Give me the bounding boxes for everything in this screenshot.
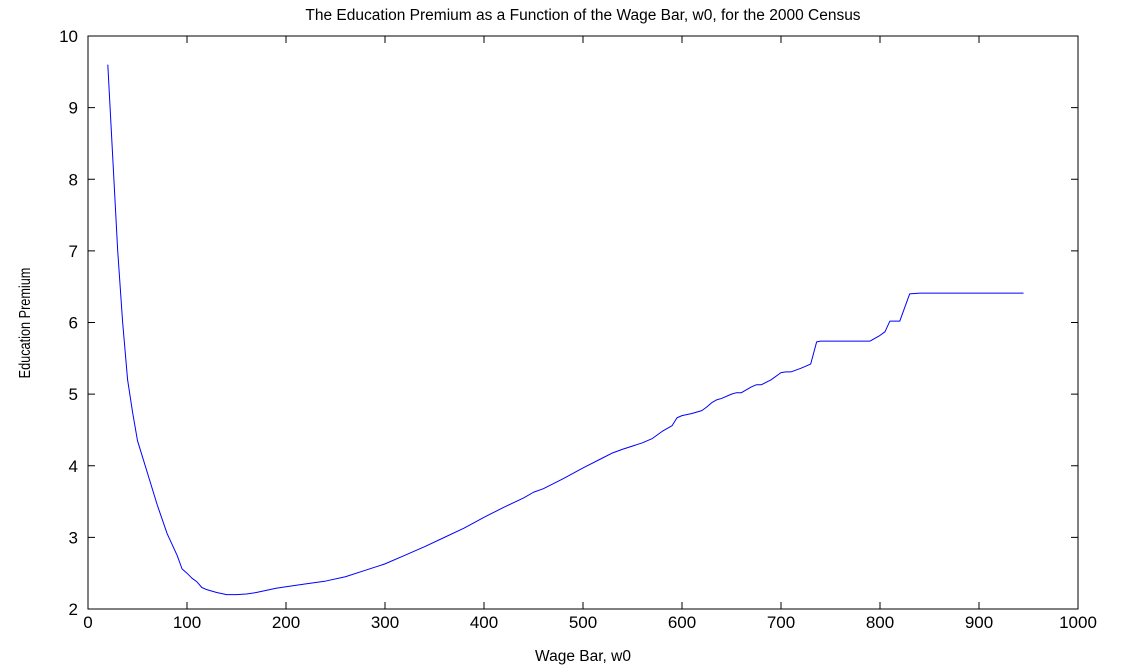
y-axis-label: Education Premium xyxy=(17,268,34,379)
y-tick-label: 6 xyxy=(69,314,78,333)
x-tick-label: 100 xyxy=(173,613,201,632)
series-line xyxy=(107,64,1024,596)
x-tick-label: 200 xyxy=(272,613,300,632)
y-tick-label: 5 xyxy=(69,385,78,404)
x-axis-label: Wage Bar, w0 xyxy=(535,648,631,665)
y-tick-label: 8 xyxy=(69,170,78,189)
axis-ticks: 0 100 200 300 400 500 600 700 800 900 1000 2 3 4 5 6 7 8 9… xyxy=(59,27,1097,632)
x-tick-label: 1000 xyxy=(1059,613,1097,632)
y-tick-label: 2 xyxy=(69,600,78,619)
x-tick-label: 600 xyxy=(668,613,696,632)
x-tick-label: 400 xyxy=(470,613,498,632)
x-tick-label: 500 xyxy=(569,613,597,632)
x-tick-label: 800 xyxy=(866,613,894,632)
x-tick-label: 0 xyxy=(83,613,92,632)
y-tick-label: 9 xyxy=(69,99,78,118)
chart-title: The Education Premium as a Function of t… xyxy=(305,7,860,24)
y-tick-label: 3 xyxy=(69,528,78,547)
plot-area-frame xyxy=(87,35,1079,610)
x-tick-label: 300 xyxy=(371,613,399,632)
y-tick-label: 7 xyxy=(69,242,78,261)
series-group xyxy=(107,64,1024,596)
y-tick-label: 4 xyxy=(69,457,78,476)
x-tick-label: 900 xyxy=(965,613,993,632)
y-tick-label: 10 xyxy=(59,27,78,46)
x-tick-label: 700 xyxy=(767,613,795,632)
